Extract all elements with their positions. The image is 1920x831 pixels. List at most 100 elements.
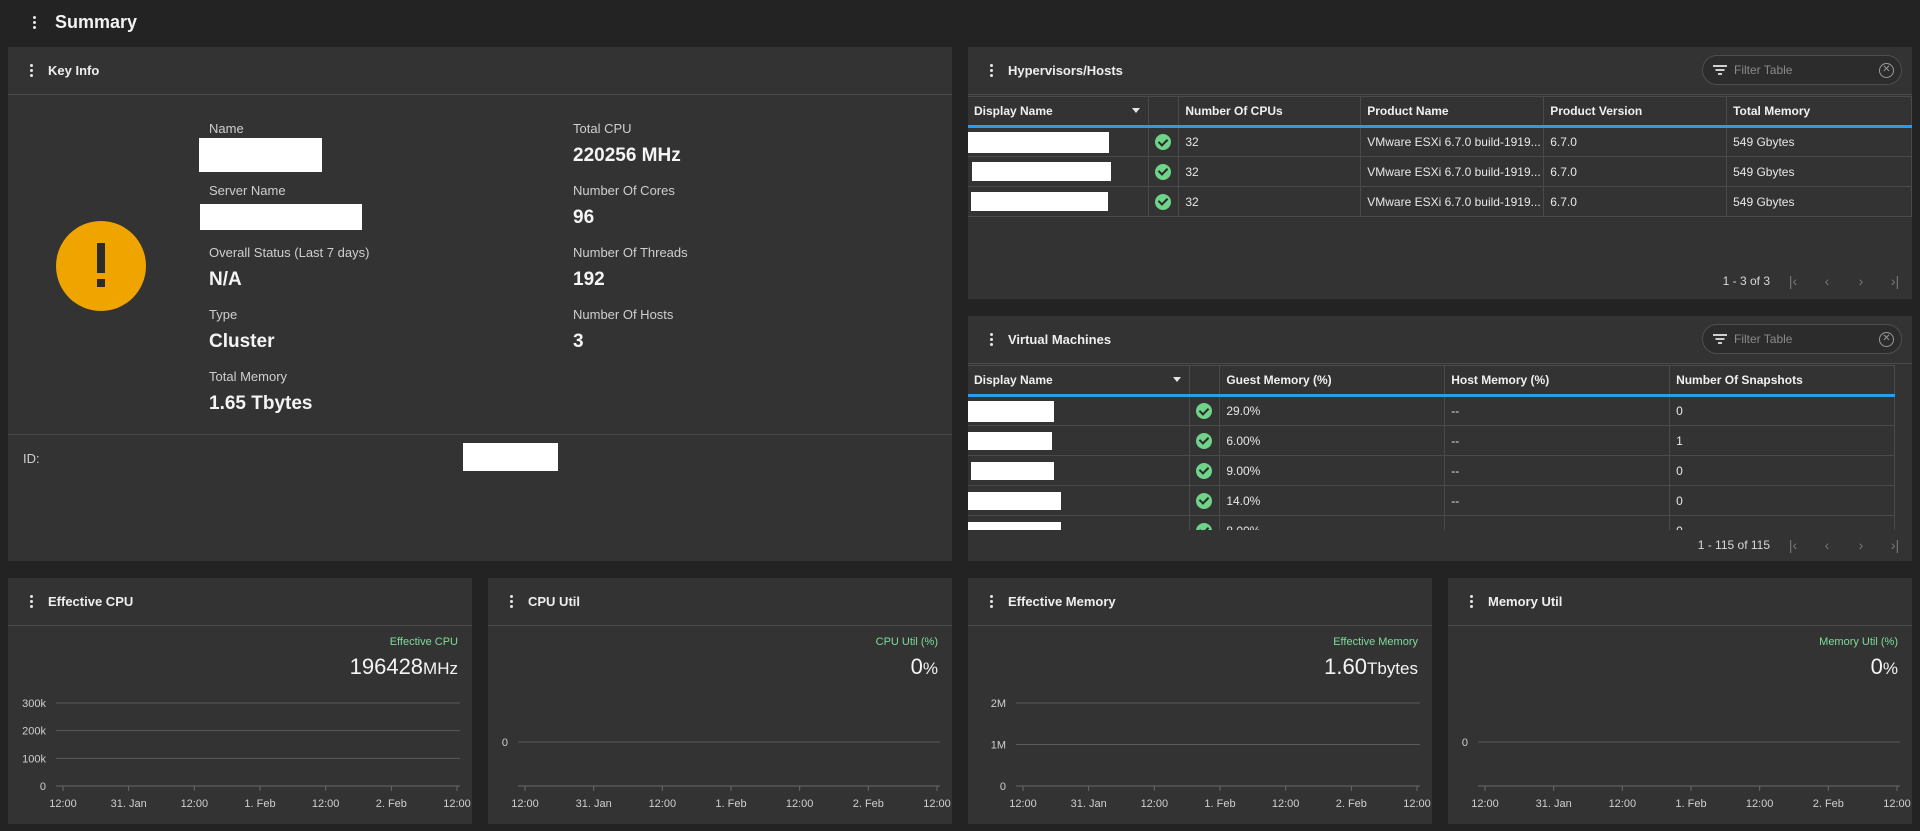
total-cpu-value: 220256 MHz (573, 145, 681, 166)
vms-col-guest-memory[interactable]: Guest Memory (%) (1219, 365, 1446, 397)
metric-menu-icon[interactable] (988, 595, 994, 609)
vms-col-host-memory[interactable]: Host Memory (%) (1444, 365, 1671, 397)
table-row[interactable]: 14.0% -- 0 (968, 485, 1895, 516)
metric-title: Effective Memory (1008, 594, 1116, 609)
clear-icon[interactable]: ✕ (1879, 332, 1894, 347)
check-circle-icon (1196, 462, 1213, 479)
table-row[interactable]: 6.00% -- 1 (968, 425, 1895, 456)
hosts-col-total-memory[interactable]: Total Memory (1726, 96, 1912, 128)
hosts-filter[interactable]: ✕ (1702, 55, 1902, 85)
vms-filter[interactable]: ✕ (1702, 324, 1902, 354)
x-tick-label: 12:00 (923, 798, 951, 810)
hosts-col-product-version[interactable]: Product Version (1543, 96, 1728, 128)
metric-panel-effective-cpu: Effective CPU Effective CPU 196428MHz 30… (8, 578, 472, 824)
prev-page-icon[interactable]: ‹ (1824, 537, 1830, 553)
x-tick-label: 2. Feb (376, 798, 407, 810)
hosts-filter-input[interactable] (1734, 63, 1874, 77)
vms-filter-input[interactable] (1734, 332, 1874, 346)
x-tick-label: 12:00 (649, 798, 677, 810)
vm-snapshots: 1 (1669, 425, 1895, 456)
next-page-icon[interactable]: › (1858, 537, 1864, 553)
first-page-icon[interactable]: |‹ (1788, 273, 1798, 289)
y-tick-label: 0 (40, 781, 46, 793)
host-display-name-redacted (968, 126, 1150, 157)
vms-title: Virtual Machines (1008, 332, 1112, 347)
hosts-col-display-name[interactable]: Display Name (968, 96, 1150, 128)
vm-status (1189, 485, 1221, 516)
host-display-name-redacted (968, 186, 1150, 217)
vm-guest-memory: 9.00% (1219, 455, 1446, 486)
metric-value: 0% (1870, 654, 1898, 679)
top-bar: Summary (0, 0, 1920, 44)
metric-menu-icon[interactable] (1468, 595, 1474, 609)
hosts-col-cpus[interactable]: Number Of CPUs (1178, 96, 1362, 128)
table-row[interactable]: 9.00% -- 0 (968, 455, 1895, 486)
vm-display-name-redacted (968, 455, 1191, 486)
hosts-count-label: Number Of Hosts (573, 307, 674, 322)
table-row[interactable]: 32 VMware ESXi 6.7.0 build-1919... 6.7.0… (968, 126, 1912, 157)
hosts-col-product-name[interactable]: Product Name (1360, 96, 1545, 128)
check-circle-icon (1155, 163, 1172, 180)
vm-host-memory: -- (1444, 425, 1671, 456)
vms-col-snapshots[interactable]: Number Of Snapshots (1669, 365, 1895, 397)
metric-menu-icon[interactable] (508, 595, 514, 609)
x-tick-label: 12:00 (1746, 798, 1774, 810)
total-memory-value: 1.65 Tbytes (209, 393, 313, 414)
key-info-menu-icon[interactable] (28, 64, 34, 78)
id-value-redacted (463, 443, 558, 471)
sort-caret-icon[interactable] (1132, 108, 1141, 113)
y-tick-label: 1M (991, 740, 1006, 752)
x-tick-label: 12:00 (181, 798, 209, 810)
page-menu-icon[interactable] (31, 15, 37, 29)
first-page-icon[interactable]: |‹ (1788, 537, 1798, 553)
hosts-col-status (1148, 96, 1180, 128)
host-display-name-redacted (968, 156, 1150, 187)
host-cpus: 32 (1178, 126, 1362, 157)
metric-legend: Memory Util (%) (1819, 636, 1898, 648)
x-tick-label: 12:00 (312, 798, 340, 810)
hosts-header: Hypervisors/Hosts (968, 47, 1912, 95)
last-page-icon[interactable]: ›| (1890, 537, 1900, 553)
vm-snapshots: 0 (1669, 515, 1895, 530)
hosts-pager: 1 - 3 of 3 |‹ ‹ › ›| (1723, 273, 1912, 289)
status-label: Overall Status (Last 7 days) (209, 245, 370, 260)
metric-value: 196428MHz (349, 654, 458, 679)
filter-icon (1713, 334, 1727, 344)
y-tick-label: 0 (1000, 781, 1006, 793)
name-value-redacted (199, 138, 322, 172)
cores-value: 96 (573, 207, 595, 228)
table-row[interactable]: 29.0% -- 0 (968, 395, 1895, 426)
type-value: Cluster (209, 331, 275, 352)
y-tick-label: 2M (991, 698, 1006, 710)
x-tick-label: 12:00 (443, 798, 471, 810)
y-tick-label: 100k (22, 753, 46, 765)
sort-caret-icon[interactable] (1173, 377, 1182, 382)
next-page-icon[interactable]: › (1858, 273, 1864, 289)
y-tick-label: 300k (22, 698, 46, 710)
type-label: Type (209, 307, 238, 322)
host-status (1148, 156, 1180, 187)
vms-col-display-name[interactable]: Display Name (968, 365, 1191, 397)
name-label: Name (209, 121, 244, 136)
vm-display-name-redacted (968, 395, 1191, 426)
vm-guest-memory: 14.0% (1219, 485, 1446, 516)
prev-page-icon[interactable]: ‹ (1824, 273, 1830, 289)
total-cpu-label: Total CPU (573, 121, 632, 136)
x-tick-label: 1. Feb (715, 798, 746, 810)
vm-status (1189, 425, 1221, 456)
table-row[interactable]: 8.00% 0 (968, 515, 1895, 530)
metric-menu-icon[interactable] (28, 595, 34, 609)
key-info-header: Key Info (8, 47, 952, 95)
x-tick-label: 12:00 (1272, 798, 1300, 810)
table-row[interactable]: 32 VMware ESXi 6.7.0 build-1919... 6.7.0… (968, 156, 1912, 187)
hosts-menu-icon[interactable] (988, 64, 994, 78)
metric-header: Memory Util (1448, 578, 1912, 626)
x-tick-label: 12:00 (1009, 798, 1037, 810)
table-row[interactable]: 32 VMware ESXi 6.7.0 build-1919... 6.7.0… (968, 186, 1912, 217)
key-info-divider (8, 434, 952, 435)
last-page-icon[interactable]: ›| (1890, 273, 1900, 289)
vms-table-viewport[interactable]: Display Name Guest Memory (%) Host Memor… (968, 365, 1895, 530)
vms-menu-icon[interactable] (988, 333, 994, 347)
clear-icon[interactable]: ✕ (1879, 63, 1894, 78)
host-version: 6.7.0 (1543, 156, 1728, 187)
